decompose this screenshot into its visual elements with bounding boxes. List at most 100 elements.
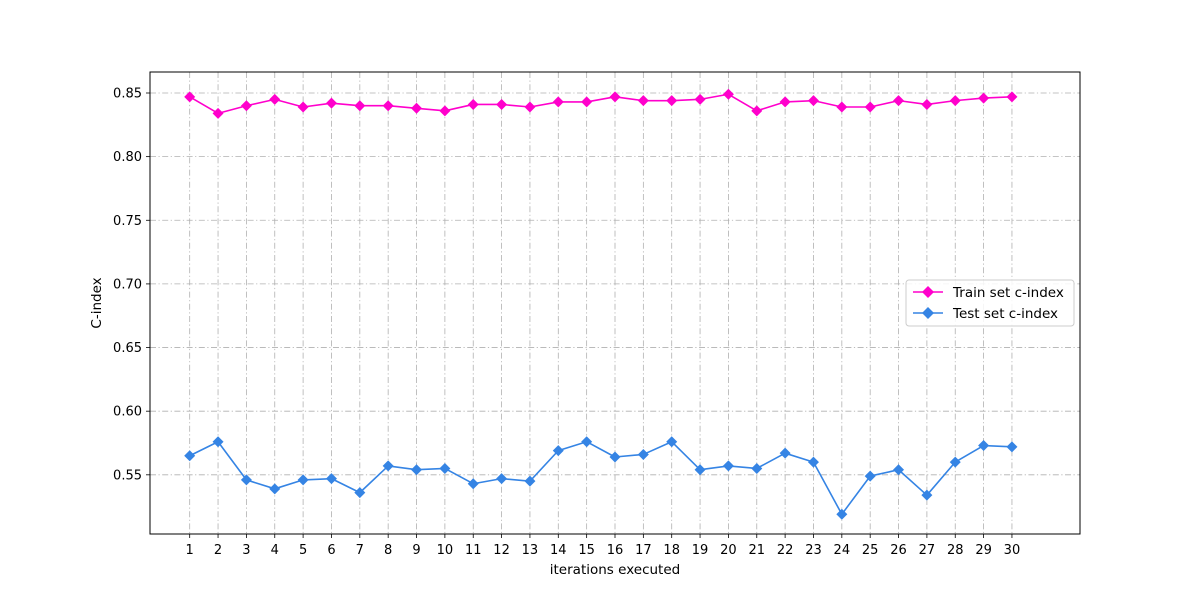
y-tick-label: 0.55 <box>113 468 142 483</box>
x-tick-label: 21 <box>748 543 765 558</box>
y-tick-label: 0.75 <box>113 214 142 229</box>
data-point-test <box>807 456 819 468</box>
data-point-train <box>496 98 508 110</box>
series-test <box>184 436 1018 520</box>
x-tick-label: 4 <box>271 543 279 558</box>
x-tick-label: 24 <box>834 543 851 558</box>
data-point-train <box>382 100 394 112</box>
series-group <box>184 88 1018 520</box>
data-point-test <box>893 464 905 476</box>
data-point-train <box>921 98 933 110</box>
y-tick-label: 0.85 <box>113 87 142 102</box>
data-point-test <box>949 456 961 468</box>
y-axis-label: C-index <box>89 277 105 328</box>
x-tick-label: 9 <box>412 543 420 558</box>
data-point-test <box>637 448 649 460</box>
x-tick-label: 27 <box>919 543 936 558</box>
y-tick-label: 0.70 <box>113 277 142 292</box>
x-tick-label: 2 <box>214 543 222 558</box>
x-tick-label: 5 <box>299 543 307 558</box>
x-tick-label: 15 <box>578 543 595 558</box>
data-point-test <box>609 451 621 463</box>
data-point-test <box>552 445 564 457</box>
x-tick-label: 7 <box>356 543 364 558</box>
data-point-train <box>325 97 337 109</box>
x-tick-label: 11 <box>465 543 482 558</box>
series-train <box>184 88 1018 119</box>
data-point-test <box>325 473 337 485</box>
data-point-test <box>779 447 791 459</box>
x-tick-label: 14 <box>550 543 567 558</box>
legend-marker-test <box>922 307 934 319</box>
x-tick-label: 12 <box>493 543 510 558</box>
x-tick-label: 19 <box>692 543 709 558</box>
x-tick-label: 17 <box>635 543 652 558</box>
data-point-train <box>297 101 309 113</box>
legend-marker-train <box>922 286 934 298</box>
x-tick-label: 22 <box>777 543 794 558</box>
data-point-test <box>240 474 252 486</box>
data-point-test <box>864 470 876 482</box>
data-point-train <box>637 95 649 107</box>
x-tick-label: 18 <box>663 543 680 558</box>
data-point-test <box>467 478 479 490</box>
x-tick-label: 1 <box>186 543 194 558</box>
data-point-test <box>751 462 763 474</box>
data-point-test <box>382 460 394 472</box>
data-point-train <box>212 107 224 119</box>
data-point-train <box>581 96 593 108</box>
data-point-test <box>439 462 451 474</box>
x-axis-label: iterations executed <box>550 562 680 578</box>
data-point-train <box>1006 91 1018 103</box>
data-point-test <box>297 474 309 486</box>
data-point-test <box>354 487 366 499</box>
x-tick-label: 30 <box>1004 543 1021 558</box>
legend-label-test: Test set c-index <box>952 306 1058 322</box>
x-tick-label: 16 <box>607 543 624 558</box>
data-point-train <box>666 95 678 107</box>
data-point-train <box>240 100 252 112</box>
data-point-train <box>779 96 791 108</box>
x-tick-label: 3 <box>242 543 250 558</box>
x-tick-label: 25 <box>862 543 879 558</box>
data-point-test <box>666 436 678 448</box>
x-axis: 1 2 3 4 5 6 7 8 9 10 11 12 13 14 15 16 17 18 19 20 21 22 23 24 2… <box>186 534 1021 558</box>
data-point-test <box>921 489 933 501</box>
data-point-test <box>184 450 196 462</box>
data-point-train <box>411 102 423 114</box>
legend-label-train: Train set c-index <box>952 285 1064 301</box>
data-point-train <box>694 93 706 105</box>
legend: Train set c-index Test set c-index <box>905 279 1075 327</box>
data-point-train <box>524 101 536 113</box>
data-point-test <box>581 436 593 448</box>
data-point-train <box>184 91 196 103</box>
y-tick-label: 0.60 <box>113 405 142 420</box>
x-tick-label: 8 <box>384 543 392 558</box>
data-point-test <box>978 440 990 452</box>
data-point-train <box>722 88 734 100</box>
data-point-train <box>807 95 819 107</box>
x-tick-label: 13 <box>522 543 539 558</box>
x-tick-label: 23 <box>805 543 822 558</box>
data-point-test <box>524 475 536 487</box>
data-point-test <box>212 436 224 448</box>
x-tick-label: 26 <box>890 543 907 558</box>
data-point-test <box>722 460 734 472</box>
data-point-train <box>609 91 621 103</box>
legend-frame <box>905 279 1075 327</box>
data-point-train <box>836 101 848 113</box>
data-point-train <box>949 95 961 107</box>
x-tick-label: 20 <box>720 543 737 558</box>
data-point-train <box>269 93 281 105</box>
x-tick-label: 10 <box>437 543 454 558</box>
data-point-train <box>354 100 366 112</box>
data-point-test <box>694 464 706 476</box>
data-point-train <box>467 98 479 110</box>
data-point-test <box>411 464 423 476</box>
data-point-test <box>269 483 281 495</box>
data-point-train <box>978 92 990 104</box>
data-point-test <box>836 508 848 520</box>
y-axis: 0.55 0.60 0.65 0.70 0.75 0.80 0.85 <box>113 87 150 483</box>
data-point-train <box>552 96 564 108</box>
